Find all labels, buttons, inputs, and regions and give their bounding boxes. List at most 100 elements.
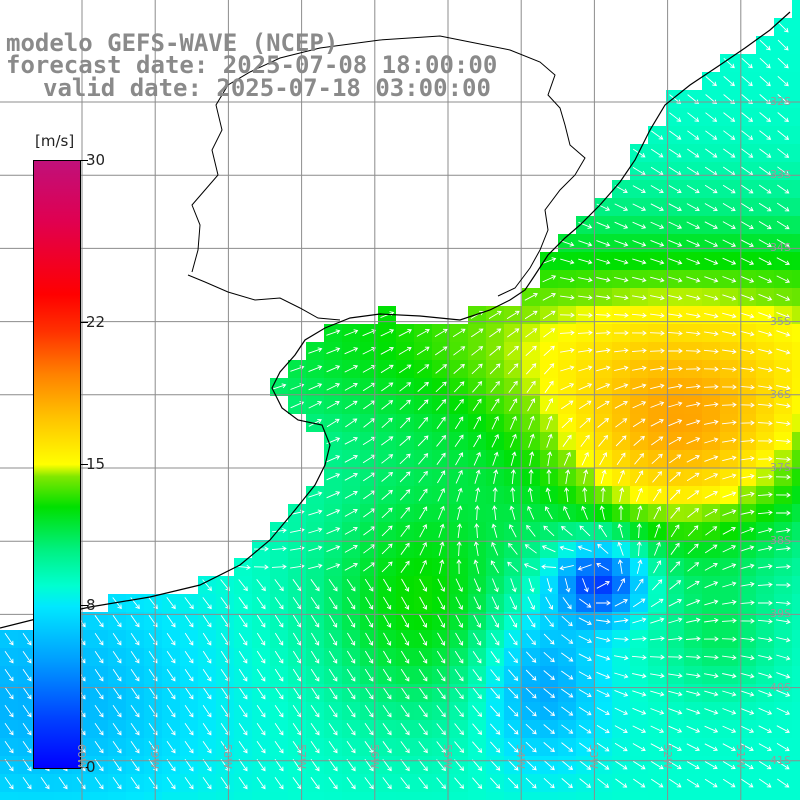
wind-arrow	[703, 636, 719, 642]
wind-arrow	[470, 328, 484, 338]
wind-arrow	[670, 542, 680, 555]
wind-arrow	[598, 434, 609, 447]
wind-arrow	[381, 417, 393, 429]
wind-arrow	[526, 524, 536, 537]
wind-arrow	[292, 740, 302, 754]
wind-arrow	[130, 615, 140, 628]
wind-arrow	[650, 185, 664, 194]
wind-arrow	[685, 366, 701, 372]
wind-arrow	[686, 401, 701, 407]
lon-label: 60W	[75, 744, 88, 769]
wind-arrow	[741, 57, 753, 69]
wind-cell	[792, 288, 800, 306]
colorbar-tick	[80, 463, 88, 465]
wind-arrow	[578, 689, 592, 698]
wind-arrow	[184, 597, 194, 610]
wind-arrow	[722, 473, 737, 480]
wind-arrow	[364, 668, 374, 682]
wind-arrow	[722, 563, 737, 571]
wind-arrow	[579, 417, 591, 429]
wind-arrow	[202, 579, 212, 592]
wind-arrow	[489, 759, 501, 771]
wind-arrow	[184, 686, 194, 700]
wind-arrow	[563, 505, 571, 520]
wind-arrow	[633, 778, 646, 788]
wind-arrow	[419, 559, 427, 574]
wind-arrow	[418, 777, 428, 790]
wind-arrow	[578, 347, 593, 353]
wind-arrow	[310, 741, 320, 754]
wind-arrow	[438, 541, 445, 556]
wind-arrow	[346, 777, 356, 790]
wind-arrow	[344, 454, 358, 463]
wind-cell	[18, 792, 36, 800]
wind-arrow	[400, 686, 410, 700]
wind-arrow	[509, 398, 518, 412]
wind-cell	[378, 792, 396, 800]
wind-cell	[774, 792, 792, 800]
wind-cell	[792, 54, 800, 72]
wind-arrow	[166, 704, 176, 718]
wind-arrow	[722, 673, 737, 679]
wind-arrow	[758, 221, 772, 230]
wind-cell	[0, 792, 18, 800]
wind-arrow	[308, 545, 323, 552]
wind-cell	[450, 792, 468, 800]
wind-arrow	[581, 505, 589, 520]
wind-arrow	[308, 491, 323, 498]
wind-arrow	[705, 148, 718, 158]
wind-cell	[792, 774, 800, 792]
wind-arrow	[578, 365, 593, 372]
wind-arrow	[399, 453, 411, 465]
wind-arrow	[578, 277, 593, 283]
wind-cell	[288, 792, 306, 800]
wind-cell	[792, 252, 800, 270]
wind-arrow	[436, 416, 446, 429]
wind-cell	[792, 90, 800, 108]
wind-arrow	[758, 293, 773, 301]
wind-arrow	[545, 487, 552, 502]
wind-arrow	[346, 741, 356, 754]
wind-arrow	[344, 400, 358, 410]
wind-arrow	[614, 760, 628, 770]
wind-arrow	[614, 707, 629, 715]
wind-arrow	[595, 312, 611, 318]
wind-arrow	[596, 277, 611, 283]
wind-arrow	[704, 778, 718, 788]
wind-cell	[792, 612, 800, 630]
wind-arrow	[525, 669, 537, 681]
wind-arrow	[508, 524, 517, 538]
wind-arrow	[493, 469, 499, 484]
wind-arrow	[615, 435, 627, 447]
wind-arrow	[509, 505, 516, 520]
wind-arrow	[649, 348, 665, 354]
wind-arrow	[308, 401, 323, 409]
wind-arrow	[455, 469, 463, 484]
wind-arrow	[543, 633, 555, 645]
wind-arrow	[472, 650, 482, 664]
wind-arrow	[740, 509, 755, 515]
wind-arrow	[669, 471, 681, 482]
wind-arrow	[578, 294, 593, 301]
wind-arrow	[271, 527, 287, 534]
wind-arrow	[758, 743, 772, 752]
wind-arrow	[686, 239, 701, 247]
wind-arrow	[4, 723, 14, 736]
wind-arrow	[777, 39, 789, 51]
wind-arrow	[507, 777, 519, 789]
wind-cell	[72, 792, 90, 800]
lat-label: 32S	[770, 95, 791, 108]
wind-arrow	[417, 381, 429, 392]
wind-arrow	[740, 491, 755, 497]
wind-arrow	[739, 384, 755, 390]
wind-arrow	[739, 636, 755, 642]
wind-arrow	[650, 743, 664, 752]
wind-arrow	[632, 760, 646, 770]
wind-arrow	[184, 704, 194, 718]
wind-arrow	[668, 436, 682, 445]
wind-cell	[504, 792, 522, 800]
wind-arrow	[471, 363, 483, 375]
wind-arrow	[418, 650, 428, 664]
wind-arrow	[166, 777, 176, 790]
wind-arrow	[741, 112, 754, 122]
